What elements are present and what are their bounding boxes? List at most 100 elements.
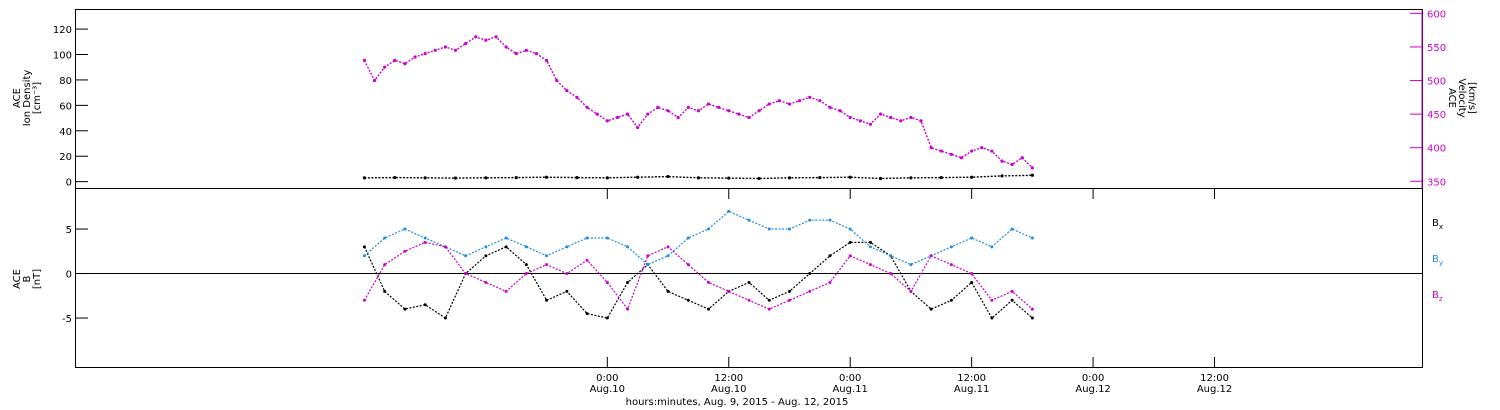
plasma-point-1-60 <box>970 149 974 153</box>
plasma-point-1-63 <box>1000 159 1004 163</box>
b-point-2-21 <box>787 298 791 302</box>
plasma-point-0-5 <box>514 175 518 180</box>
b-point-0-22 <box>808 272 812 276</box>
plasma-point-1-56 <box>929 146 933 150</box>
x-axis-title: hours:minutes, Aug. 9, 2015 - Aug. 12, 2… <box>626 397 849 408</box>
b-point-1-19 <box>747 218 751 222</box>
plasma-point-1-25 <box>615 115 620 120</box>
density-axis-label: ACE Ion Density [cm⁻³] <box>12 70 43 127</box>
plasma-point-1-51 <box>878 112 883 116</box>
plasma-point-1-42 <box>787 102 792 106</box>
b-point-2-8 <box>524 272 528 276</box>
b-point-2-6 <box>484 280 488 284</box>
b-point-0-12 <box>605 316 609 320</box>
plasma-point-1-65 <box>1020 156 1024 160</box>
b-point-2-16 <box>686 263 690 267</box>
density-tick-label-4: 80 <box>59 76 72 87</box>
plasma-point-1-1 <box>372 78 377 83</box>
plasma-point-1-14 <box>504 45 508 49</box>
plasma-point-0-6 <box>544 175 549 179</box>
b-point-0-21 <box>787 289 791 293</box>
plasma-point-1-46 <box>828 105 832 109</box>
b-point-0-19 <box>747 280 751 284</box>
b-point-2-20 <box>767 307 771 311</box>
density-label-line3: [cm⁻³] <box>32 82 43 114</box>
plasma-point-1-11 <box>474 35 478 39</box>
b-point-1-21 <box>787 227 791 231</box>
b-series-0 <box>363 241 1033 320</box>
b-point-1-22 <box>808 218 812 222</box>
legend-bz: Bz <box>1432 290 1443 303</box>
b-point-1-5 <box>464 254 468 258</box>
b-point-1-29 <box>949 245 953 249</box>
b-point-1-16 <box>686 236 690 240</box>
plasma-point-1-35 <box>717 105 721 109</box>
b-point-0-23 <box>828 254 832 258</box>
b-point-2-32 <box>1010 289 1014 293</box>
b-point-1-10 <box>565 245 569 249</box>
density-tick-label-0: 0 <box>66 178 72 189</box>
density-label-line2: Ion Density <box>22 70 33 127</box>
time-tick-date-5: Aug.12 <box>1197 384 1232 395</box>
b-point-0-8 <box>524 263 528 267</box>
b-point-0-16 <box>686 298 690 302</box>
b-point-2-15 <box>666 245 670 249</box>
b-point-1-15 <box>666 254 670 258</box>
plasma-point-1-2 <box>383 65 387 69</box>
b-point-1-14 <box>646 263 650 267</box>
plasma-point-1-8 <box>443 45 447 49</box>
plasma-point-1-58 <box>949 152 954 157</box>
plasma-point-1-41 <box>777 99 781 103</box>
plasma-point-0-2 <box>423 176 427 180</box>
time-axis-ticks: 0:00Aug.1012:00Aug.100:00Aug.1112:00Aug.… <box>590 189 1232 395</box>
plasma-point-1-27 <box>636 125 640 130</box>
plasma-point-1-15 <box>514 52 518 56</box>
b-axis-label: ACE B [nT] <box>12 269 43 289</box>
b-point-2-22 <box>808 289 812 293</box>
plasma-point-1-57 <box>939 149 943 153</box>
density-tick-label-5: 100 <box>53 51 72 62</box>
plasma-point-0-13 <box>757 176 761 181</box>
b-tick-label-2: 5 <box>66 225 72 236</box>
legend-bx: Bx <box>1432 218 1443 231</box>
b-point-0-13 <box>626 280 630 284</box>
plasma-point-1-40 <box>767 102 771 106</box>
plasma-point-0-21 <box>1000 174 1004 178</box>
time-tick-time-2: 0:00 <box>839 373 861 384</box>
density-tick-label-1: 20 <box>59 152 72 163</box>
plasma-point-1-50 <box>868 122 873 126</box>
b-point-0-1 <box>383 289 387 293</box>
b-point-1-1 <box>383 236 387 240</box>
plasma-point-1-16 <box>524 48 528 52</box>
b-label-line3: [nT] <box>32 269 43 289</box>
plasma-point-1-21 <box>575 95 579 99</box>
plasma-point-1-64 <box>1010 162 1014 167</box>
b-point-1-9 <box>545 254 549 258</box>
b-point-2-25 <box>868 263 872 267</box>
plasma-point-0-1 <box>393 175 397 180</box>
plasma-point-1-10 <box>464 41 468 46</box>
plasma-point-1-9 <box>453 48 458 52</box>
b-point-0-11 <box>585 312 589 316</box>
plasma-point-1-59 <box>959 156 964 160</box>
plasma-point-1-44 <box>808 95 812 99</box>
plasma-point-0-8 <box>605 176 609 180</box>
plasma-point-1-3 <box>393 58 397 62</box>
plasma-point-0-18 <box>909 176 913 180</box>
b-tick-label-1: 0 <box>66 270 72 281</box>
b-point-0-7 <box>504 245 508 249</box>
b-point-1-18 <box>727 209 731 213</box>
plasma-point-1-28 <box>646 112 650 116</box>
plasma-point-0-3 <box>453 176 458 180</box>
legend-by: By <box>1432 254 1443 267</box>
b-point-1-2 <box>403 227 407 231</box>
plasma-point-1-12 <box>484 38 488 42</box>
plasma-point-1-53 <box>899 119 903 123</box>
b-point-2-19 <box>747 298 751 302</box>
b-tick-label-0: -5 <box>62 314 72 325</box>
plasma-point-1-19 <box>555 78 559 83</box>
b-point-1-25 <box>868 245 872 249</box>
plasma-point-1-61 <box>980 146 984 150</box>
plasma-point-0-14 <box>787 176 792 180</box>
plasma-point-0-20 <box>970 175 974 179</box>
